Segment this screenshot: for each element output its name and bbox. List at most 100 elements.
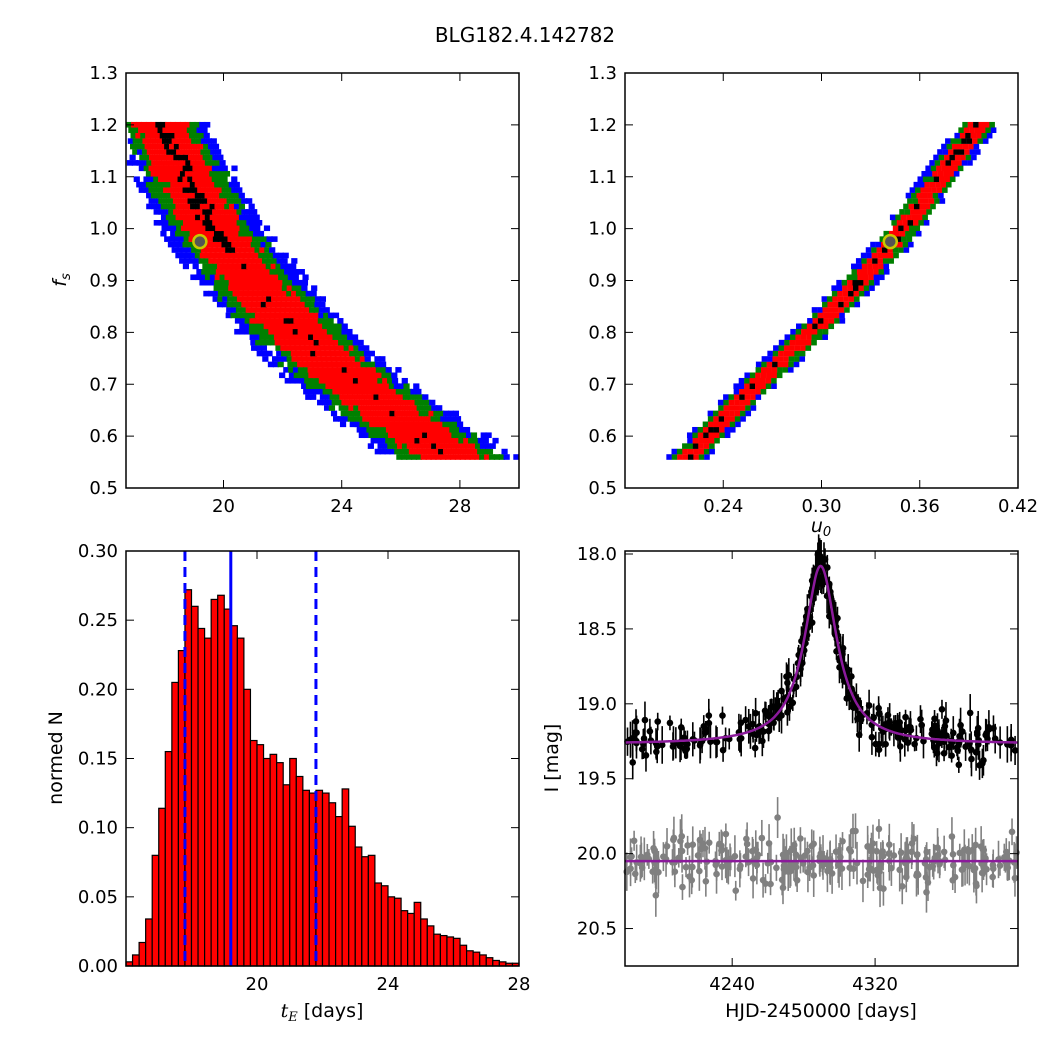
- heatmap-cell: [251, 296, 258, 302]
- heatmap-cell: [449, 426, 456, 433]
- heatmap-cell: [872, 263, 879, 270]
- heatmap-cell: [269, 318, 276, 324]
- heatmap-cell: [477, 448, 484, 455]
- heatmap-cell: [264, 339, 272, 346]
- heatmap-cell: [220, 225, 227, 232]
- heatmap-cell: [192, 198, 199, 204]
- heatmap-cell: [942, 149, 949, 155]
- heatmap-cell: [310, 394, 317, 400]
- heatmap-cell: [778, 345, 785, 351]
- histogram-bar: [249, 739, 258, 967]
- heatmap-cell: [253, 230, 260, 237]
- heatmap-cell: [778, 339, 785, 346]
- heatmap-cell: [703, 443, 710, 449]
- heatmap-cell: [703, 448, 710, 455]
- histogram-bar: [236, 637, 245, 967]
- heatmap-cell: [428, 410, 435, 417]
- heatmap-cell: [377, 443, 384, 449]
- heatmap-cell: [941, 165, 948, 172]
- heatmap-cell: [342, 334, 349, 340]
- data-point: [702, 877, 710, 885]
- data-point: [779, 884, 787, 892]
- heatmap-cell: [771, 383, 777, 389]
- heatmap-cell: [420, 454, 427, 460]
- heatmap-cell: [313, 307, 321, 313]
- heatmap-cell: [373, 432, 380, 439]
- heatmap-cell: [135, 132, 142, 139]
- heatmap-cell: [812, 323, 818, 330]
- heatmap-cell: [293, 334, 300, 340]
- heatmap-cell: [219, 181, 226, 188]
- heatmap-cell: [887, 247, 893, 253]
- heatmap-cell: [429, 426, 436, 433]
- heatmap-cell: [450, 416, 457, 422]
- heatmap-cell: [423, 448, 430, 455]
- heatmap-cell: [190, 203, 197, 210]
- heatmap-cell: [217, 290, 225, 297]
- heatmap-cell: [806, 334, 812, 340]
- heatmap-cell: [231, 263, 238, 270]
- heatmap-cell: [839, 312, 845, 319]
- heatmap-cell: [349, 350, 356, 357]
- heatmap-cell: [315, 356, 323, 362]
- heatmap-cell: [217, 219, 224, 226]
- tl-ylabel: fs: [49, 273, 74, 287]
- heatmap-cell: [379, 356, 386, 362]
- heatmap-cell: [686, 432, 693, 439]
- heatmap-cell: [272, 252, 280, 259]
- heatmap-cell: [304, 301, 311, 308]
- heatmap-cell: [135, 121, 143, 128]
- heatmap-cell: [749, 388, 756, 395]
- data-point: [642, 752, 650, 759]
- histogram-bar: [276, 762, 284, 967]
- heatmap-cell: [426, 432, 434, 439]
- heatmap-cell: [209, 274, 217, 281]
- heatmap-cell: [179, 132, 186, 139]
- heatmap-cell: [990, 127, 997, 133]
- data-point: [697, 845, 705, 853]
- heatmap-cell: [236, 301, 243, 308]
- heatmap-cell: [292, 279, 299, 286]
- heatmap-cell: [186, 127, 193, 133]
- heatmap-cell: [180, 225, 188, 232]
- heatmap-cell: [445, 416, 452, 422]
- heatmap-cell: [419, 399, 426, 406]
- heatmap-cell: [461, 432, 468, 439]
- data-point: [697, 740, 704, 748]
- heatmap-cell: [172, 241, 179, 248]
- heatmap-cell: [767, 356, 773, 362]
- heatmap-cell: [486, 448, 494, 455]
- heatmap-cell: [359, 356, 366, 362]
- heatmap-cell: [201, 269, 208, 275]
- heatmap-cell: [212, 143, 220, 150]
- heatmap-cell: [269, 247, 276, 253]
- heatmap-cell: [327, 318, 334, 324]
- heatmap-cell: [438, 448, 445, 455]
- heatmap-cell: [959, 132, 966, 139]
- heatmap-cell: [210, 225, 217, 232]
- heatmap-cell: [223, 285, 230, 291]
- heatmap-cell: [248, 279, 255, 286]
- heatmap-cell: [371, 372, 378, 379]
- heatmap-cell: [339, 350, 346, 357]
- heatmap-cell: [153, 154, 161, 161]
- heatmap-cell: [285, 296, 292, 302]
- heatmap-cell: [300, 290, 308, 297]
- heatmap-cell: [772, 356, 779, 362]
- heatmap-cell: [326, 328, 334, 335]
- heatmap-cell: [284, 307, 291, 313]
- histogram-bar: [459, 944, 468, 967]
- heatmap-cell: [713, 426, 720, 433]
- heatmap-cell: [319, 296, 327, 302]
- heatmap-cell: [828, 318, 835, 324]
- heatmap-cell: [718, 421, 725, 428]
- heatmap-cell: [837, 296, 844, 302]
- histogram-bar: [354, 846, 363, 967]
- heatmap-cell: [213, 230, 221, 237]
- heatmap-cell: [724, 416, 730, 422]
- heatmap-cell: [930, 165, 937, 172]
- heatmap-cell: [180, 214, 187, 221]
- heatmap-cell: [359, 383, 366, 389]
- heatmap-cell: [976, 132, 982, 139]
- heatmap-cell: [215, 149, 222, 155]
